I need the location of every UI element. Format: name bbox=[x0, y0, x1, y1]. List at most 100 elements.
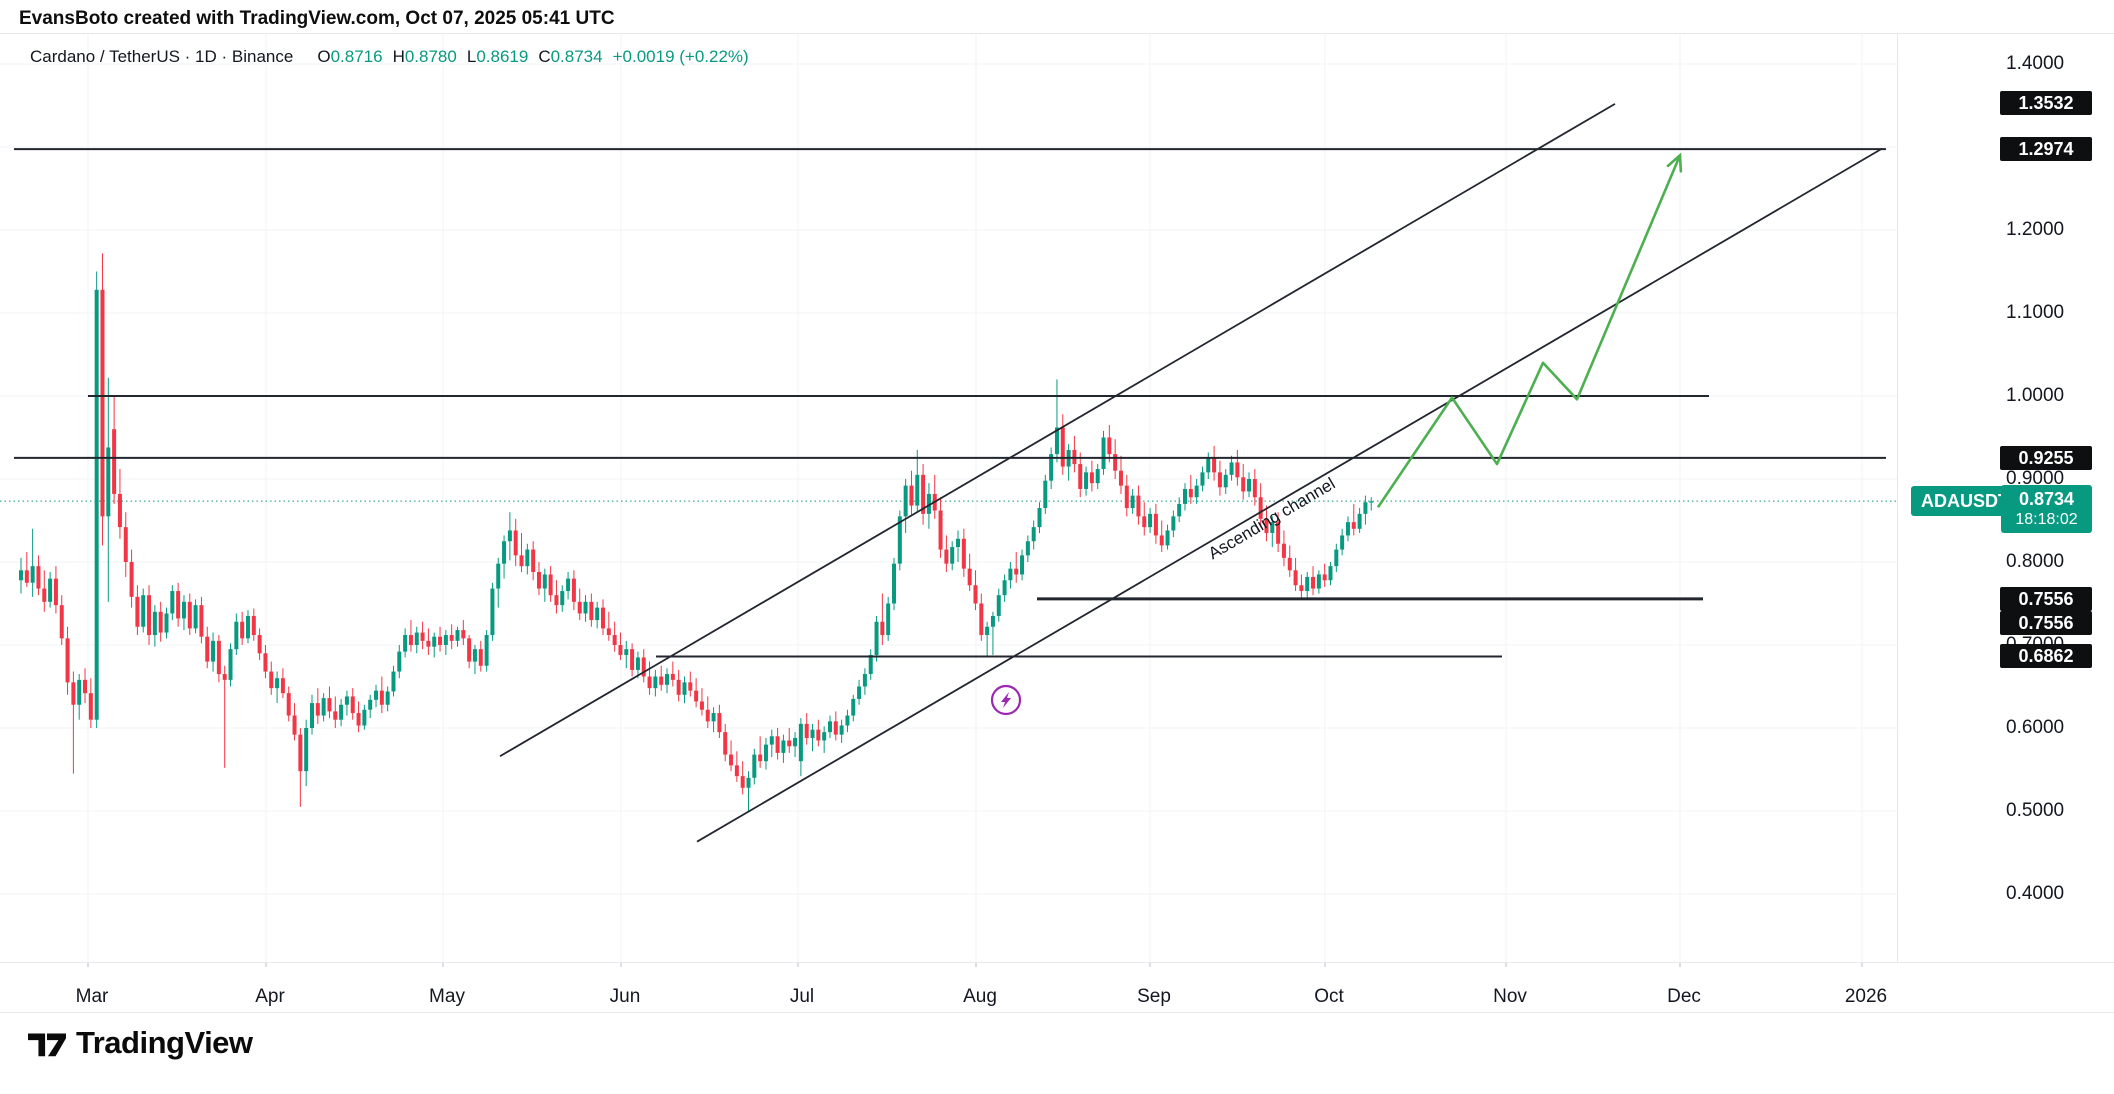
candle-body bbox=[1305, 576, 1310, 592]
candle-body bbox=[245, 615, 250, 639]
candle-body bbox=[1037, 508, 1042, 528]
candle-body bbox=[42, 588, 47, 602]
candle-body bbox=[531, 549, 536, 572]
candle-body bbox=[804, 723, 809, 738]
candle-body bbox=[455, 630, 460, 641]
candle-body bbox=[979, 603, 984, 636]
candle-body bbox=[1299, 585, 1304, 592]
candle-body bbox=[1351, 522, 1356, 529]
candle-body bbox=[211, 640, 216, 662]
candle-body bbox=[1095, 469, 1100, 484]
candle-body bbox=[1084, 472, 1089, 489]
candle-body bbox=[921, 474, 926, 514]
candle-body bbox=[147, 595, 152, 636]
price-projection-path[interactable] bbox=[1376, 154, 1682, 508]
candle-body bbox=[711, 713, 716, 722]
candle-body bbox=[1159, 535, 1164, 546]
candle-body bbox=[676, 679, 681, 695]
time-label-Aug: Aug bbox=[963, 986, 997, 1007]
symbol-legend[interactable]: Cardano / TetherUS · 1D · Binance O0.8716… bbox=[30, 47, 749, 67]
candle-body bbox=[793, 737, 798, 747]
candle-body bbox=[595, 607, 600, 621]
candle-body bbox=[30, 566, 35, 583]
candle-body bbox=[135, 596, 140, 627]
candle-body bbox=[362, 709, 367, 726]
candle-body bbox=[1252, 479, 1257, 498]
flash-icon bbox=[1001, 692, 1011, 708]
candle-body bbox=[769, 736, 774, 745]
candle-body bbox=[851, 698, 856, 716]
candle-body bbox=[181, 601, 186, 619]
watermark-attribution: EvansBoto created with TradingView.com, … bbox=[19, 8, 615, 29]
candle-body bbox=[1025, 541, 1030, 556]
candle-body bbox=[1101, 437, 1106, 470]
change-value: +0.0019 (+0.22%) bbox=[612, 47, 749, 66]
candle-body bbox=[839, 725, 844, 735]
ohlc-values: O0.8716 H0.8780 L0.8619 C0.8734 bbox=[307, 47, 602, 66]
candle-body bbox=[315, 703, 320, 716]
candle-body bbox=[822, 732, 827, 741]
candle-body bbox=[1322, 574, 1327, 581]
channel-upper-trendline[interactable] bbox=[499, 103, 1616, 757]
candle-body bbox=[1148, 513, 1153, 528]
candle-body bbox=[176, 591, 181, 619]
candle-body bbox=[990, 615, 995, 627]
candle-body bbox=[734, 765, 739, 777]
candle-body bbox=[129, 562, 134, 597]
candle-body bbox=[577, 601, 582, 614]
time-label-May: May bbox=[429, 986, 465, 1007]
candle-body bbox=[1054, 427, 1059, 455]
candle-body bbox=[321, 698, 326, 716]
candle-body bbox=[525, 549, 530, 567]
candle-body bbox=[1247, 479, 1252, 492]
candle-body bbox=[123, 527, 128, 562]
candle-body bbox=[1153, 513, 1158, 536]
candle-body bbox=[350, 696, 355, 714]
candle-body bbox=[618, 645, 623, 655]
candle-body bbox=[1002, 580, 1007, 596]
candle-body bbox=[624, 649, 629, 655]
candle-body bbox=[1200, 472, 1205, 486]
time-label-Dec: Dec bbox=[1667, 986, 1701, 1007]
candle-body bbox=[269, 671, 274, 689]
candle-body bbox=[961, 538, 966, 569]
current-price-badge: 0.8734 18:18:02 bbox=[2001, 485, 2092, 534]
price-tick-0.4000: 0.4000 bbox=[2006, 883, 2065, 904]
candle-body bbox=[59, 605, 64, 639]
price-level-badge-0.7556: 0.7556 bbox=[2000, 586, 2092, 611]
candle-body bbox=[1113, 454, 1118, 471]
candle-body bbox=[77, 679, 82, 705]
candle-body bbox=[472, 649, 477, 662]
candle-body bbox=[1177, 503, 1182, 517]
candle-body bbox=[1194, 485, 1199, 498]
time-label-Jun: Jun bbox=[609, 986, 641, 1007]
candle-body bbox=[88, 693, 93, 720]
price-level-badge-0.9255: 0.9255 bbox=[2000, 445, 2092, 470]
candle-body bbox=[1171, 516, 1176, 531]
candle-body bbox=[1183, 488, 1187, 504]
candle-body bbox=[449, 635, 454, 641]
candle-body bbox=[484, 635, 489, 666]
bar-countdown: 18:18:02 bbox=[2015, 511, 2078, 529]
candle-body bbox=[746, 777, 751, 788]
candle-body bbox=[83, 679, 88, 694]
ohlc-key-O: O bbox=[317, 47, 331, 66]
candle-body bbox=[967, 568, 972, 586]
channel-lower-trendline[interactable] bbox=[696, 147, 1883, 843]
tradingview-logo[interactable]: TradingView bbox=[28, 1024, 253, 1062]
time-label-Apr: Apr bbox=[255, 986, 285, 1007]
candle-body bbox=[1264, 518, 1269, 533]
candle-body bbox=[374, 690, 379, 700]
candle-body bbox=[985, 626, 990, 636]
candle-body bbox=[94, 289, 99, 720]
candle-body bbox=[892, 563, 896, 604]
candle-body bbox=[222, 674, 227, 680]
candle-body bbox=[915, 474, 920, 506]
candle-body bbox=[560, 591, 565, 606]
price-level-badge-1.2974: 1.2974 bbox=[2000, 137, 2092, 162]
candle-body bbox=[100, 289, 105, 517]
candle-body bbox=[478, 649, 483, 666]
candle-body bbox=[496, 563, 501, 589]
price-tick-1.2000: 1.2000 bbox=[2006, 219, 2065, 240]
